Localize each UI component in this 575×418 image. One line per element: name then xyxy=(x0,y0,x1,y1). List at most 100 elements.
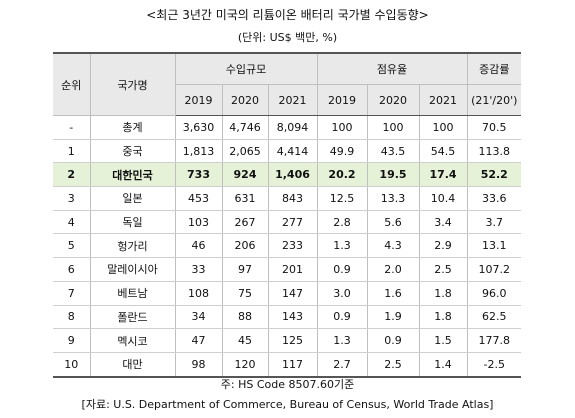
growth-cell: 13.1 xyxy=(466,233,522,259)
import-2020-cell: 206 xyxy=(221,233,269,259)
share-2019-cell: 3.0 xyxy=(316,281,368,306)
rank-cell: 5 xyxy=(53,233,91,259)
share-2021-cell: 1.5 xyxy=(418,328,468,353)
growth-cell: 177.8 xyxy=(466,328,522,353)
footnote: 주: HS Code 8507.60기준 xyxy=(220,378,355,391)
import-table: 순위 국가명 수입규모 점유율 증감률 2019 2020 2021 2019 … xyxy=(53,52,522,378)
source-note: [자료: U.S. Department of Commerce, Bureau… xyxy=(81,398,494,411)
header-row-top: 순위 국가명 수입규모 점유율 증감률 xyxy=(53,52,522,116)
share-2020-cell: 4.3 xyxy=(366,233,420,259)
rank-cell: - xyxy=(53,115,91,140)
import-2021-cell: 843 xyxy=(267,186,318,211)
import-2021-cell: 1,406 xyxy=(267,162,318,188)
import-2019-cell: 3,630 xyxy=(174,115,223,140)
growth-cell: 33.6 xyxy=(466,186,522,211)
rank-cell: 8 xyxy=(53,305,91,330)
share-2021-cell: 2.5 xyxy=(418,257,468,282)
import-2019-cell: 33 xyxy=(174,257,223,282)
import-2020-cell: 924 xyxy=(221,162,269,188)
rank-cell: 9 xyxy=(53,328,91,353)
header-growth: 증감률 xyxy=(466,52,522,85)
header-year: 2021 xyxy=(267,84,318,116)
country-cell: 독일 xyxy=(89,210,176,235)
import-2020-cell: 45 xyxy=(221,328,269,353)
import-2020-cell: 631 xyxy=(221,186,269,211)
share-2019-cell: 2.7 xyxy=(316,352,368,378)
table-row: 8 폴란드 34 88 143 0.9 1.9 1.8 62.5 xyxy=(53,305,522,330)
growth-cell: 62.5 xyxy=(466,305,522,330)
table-row: 2 대한민국 733 924 1,406 20.2 19.5 17.4 52.2 xyxy=(53,162,522,188)
share-2020-cell: 13.3 xyxy=(366,186,420,211)
import-2021-cell: 125 xyxy=(267,328,318,353)
import-2019-cell: 108 xyxy=(174,281,223,306)
share-2020-cell: 100 xyxy=(366,115,420,140)
share-2019-cell: 1.3 xyxy=(316,233,368,259)
country-cell: 대만 xyxy=(89,352,176,378)
share-2019-cell: 100 xyxy=(316,115,368,140)
share-2020-cell: 1.9 xyxy=(366,305,420,330)
table-row: 10 대만 98 120 117 2.7 2.5 1.4 -2.5 xyxy=(53,352,522,378)
share-2019-cell: 12.5 xyxy=(316,186,368,211)
import-2019-cell: 733 xyxy=(174,162,223,188)
growth-cell: 113.8 xyxy=(466,139,522,164)
page-title: <최근 3년간 미국의 리튬이온 배터리 국가별 수입동향> xyxy=(146,8,429,22)
country-cell: 폴란드 xyxy=(89,305,176,330)
rank-cell: 3 xyxy=(53,186,91,211)
share-2020-cell: 5.6 xyxy=(366,210,420,235)
header-row-years: 2019 2020 2021 2019 2020 2021 (21'/20') xyxy=(53,84,522,116)
country-cell: 대한민국 xyxy=(89,162,176,188)
share-2021-cell: 3.4 xyxy=(418,210,468,235)
share-2021-cell: 1.8 xyxy=(418,281,468,306)
header-import-scale: 수입규모 xyxy=(174,52,318,85)
header-year: 2020 xyxy=(366,84,420,116)
header-rank: 순위 xyxy=(53,52,91,116)
unit-note: (단위: US$ 백만, %) xyxy=(237,31,338,44)
header-year: 2020 xyxy=(221,84,269,116)
table-row: - 총계 3,630 4,746 8,094 100 100 100 70.5 xyxy=(53,115,522,140)
share-2019-cell: 1.3 xyxy=(316,328,368,353)
country-cell: 총계 xyxy=(89,115,176,140)
share-2021-cell: 10.4 xyxy=(418,186,468,211)
table-row: 6 말레이시아 33 97 201 0.9 2.0 2.5 107.2 xyxy=(53,257,522,282)
import-2021-cell: 277 xyxy=(267,210,318,235)
table-row: 4 독일 103 267 277 2.8 5.6 3.4 3.7 xyxy=(53,210,522,235)
table-header: 순위 국가명 수입규모 점유율 증감률 2019 2020 2021 2019 … xyxy=(53,52,522,116)
share-2020-cell: 0.9 xyxy=(366,328,420,353)
header-year: 2021 xyxy=(418,84,468,116)
import-2019-cell: 103 xyxy=(174,210,223,235)
table-row: 1 중국 1,813 2,065 4,414 49.9 43.5 54.5 113.8 xyxy=(53,139,522,164)
growth-cell: -2.5 xyxy=(466,352,522,378)
country-cell: 멕시코 xyxy=(89,328,176,353)
import-2021-cell: 117 xyxy=(267,352,318,378)
table-row: 5 헝가리 46 206 233 1.3 4.3 2.9 13.1 xyxy=(53,233,522,259)
share-2021-cell: 1.4 xyxy=(418,352,468,378)
share-2021-cell: 17.4 xyxy=(418,162,468,188)
country-cell: 중국 xyxy=(89,139,176,164)
import-2019-cell: 1,813 xyxy=(174,139,223,164)
header-year: 2019 xyxy=(316,84,368,116)
table-row: 9 멕시코 47 45 125 1.3 0.9 1.5 177.8 xyxy=(53,328,522,353)
growth-cell: 3.7 xyxy=(466,210,522,235)
country-cell: 일본 xyxy=(89,186,176,211)
rank-cell: 2 xyxy=(53,162,91,188)
share-2019-cell: 0.9 xyxy=(316,305,368,330)
growth-cell: 107.2 xyxy=(466,257,522,282)
import-2020-cell: 2,065 xyxy=(221,139,269,164)
rank-cell: 6 xyxy=(53,257,91,282)
import-2019-cell: 453 xyxy=(174,186,223,211)
share-2019-cell: 0.9 xyxy=(316,257,368,282)
import-2021-cell: 8,094 xyxy=(267,115,318,140)
rank-cell: 10 xyxy=(53,352,91,378)
share-2021-cell: 54.5 xyxy=(418,139,468,164)
share-2021-cell: 100 xyxy=(418,115,468,140)
share-2019-cell: 2.8 xyxy=(316,210,368,235)
rank-cell: 4 xyxy=(53,210,91,235)
header-share: 점유율 xyxy=(316,52,468,85)
share-2020-cell: 1.6 xyxy=(366,281,420,306)
import-2021-cell: 143 xyxy=(267,305,318,330)
import-2020-cell: 88 xyxy=(221,305,269,330)
share-2020-cell: 2.0 xyxy=(366,257,420,282)
growth-cell: 52.2 xyxy=(466,162,522,188)
header-year: 2019 xyxy=(175,84,223,116)
import-2020-cell: 267 xyxy=(221,210,269,235)
